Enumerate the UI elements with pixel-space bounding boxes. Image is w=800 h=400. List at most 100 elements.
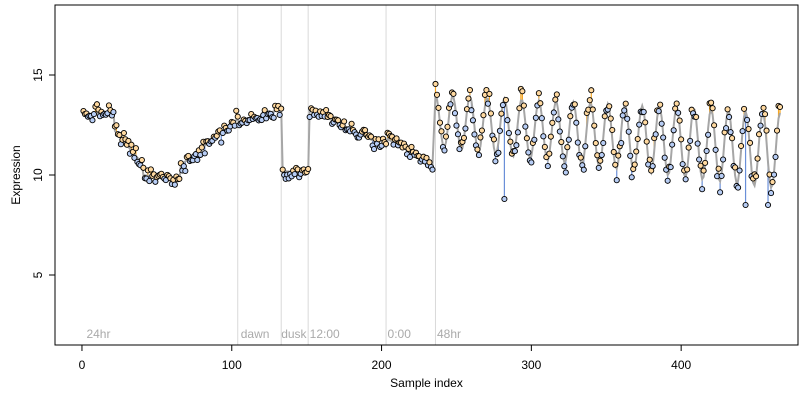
data-point-383 — [655, 108, 662, 115]
data-point-464 — [776, 103, 784, 111]
data-point-449 — [754, 155, 761, 162]
data-point-219 — [408, 143, 415, 150]
data-point-339 — [589, 106, 596, 113]
data-point-298 — [528, 159, 535, 166]
data-point-459 — [769, 178, 776, 186]
data-point-309 — [544, 163, 551, 170]
data-point-345 — [598, 151, 605, 159]
data-point-188 — [362, 127, 369, 134]
data-point-450 — [756, 131, 763, 138]
data-point-258 — [468, 107, 475, 114]
data-point-341 — [592, 140, 599, 147]
data-point-35 — [132, 145, 139, 152]
data-point-321 — [562, 169, 569, 176]
data-point-235 — [433, 91, 441, 98]
data-point-310 — [546, 150, 553, 157]
data-point-413 — [700, 167, 707, 174]
data-point-438 — [738, 142, 745, 150]
data-point-301 — [532, 114, 539, 121]
data-point-441 — [742, 201, 749, 209]
data-point-421 — [712, 146, 719, 153]
data-point-350 — [606, 103, 613, 110]
data-point-247 — [451, 110, 459, 117]
data-point-293 — [520, 102, 527, 109]
data-point-22 — [113, 122, 120, 129]
data-point-358 — [618, 139, 625, 147]
data-point-347 — [601, 113, 608, 120]
data-point-271 — [487, 110, 494, 117]
data-point-420 — [711, 122, 718, 129]
data-point-179 — [348, 120, 355, 127]
data-point-313 — [550, 109, 557, 116]
data-point-338 — [588, 87, 595, 94]
data-point-430 — [726, 113, 733, 121]
data-point-402 — [684, 166, 691, 173]
data-point-319 — [559, 153, 566, 160]
data-point-81 — [201, 150, 208, 157]
data-point-353 — [610, 148, 617, 156]
data-point-150 — [305, 165, 312, 173]
data-point-386 — [660, 134, 667, 141]
data-point-303 — [535, 90, 542, 97]
data-point-324 — [567, 113, 574, 120]
data-point-127 — [270, 114, 277, 121]
data-point-352 — [609, 126, 616, 134]
data-point-377 — [646, 156, 653, 163]
data-point-265 — [478, 127, 485, 134]
data-point-289 — [514, 129, 521, 136]
phase-label-3: 12:00 — [310, 327, 340, 341]
data-point-92 — [218, 139, 225, 146]
data-point-76 — [194, 156, 201, 164]
data-point-238 — [438, 128, 445, 135]
data-point-318 — [558, 138, 565, 146]
data-point-79 — [198, 144, 205, 151]
data-point-462 — [773, 127, 781, 134]
data-point-241 — [442, 133, 450, 140]
data-point-389 — [664, 177, 671, 184]
data-point-234 — [432, 80, 439, 88]
data-point-9 — [93, 101, 100, 108]
data-point-229 — [423, 154, 430, 161]
data-point-439 — [739, 128, 746, 135]
data-point-288 — [513, 142, 520, 149]
data-point-277 — [496, 127, 503, 134]
data-point-410 — [696, 156, 703, 163]
data-point-356 — [615, 152, 622, 159]
data-point-416 — [705, 131, 712, 138]
data-point-209 — [393, 135, 400, 142]
data-point-444 — [747, 139, 754, 146]
data-point-403 — [685, 144, 692, 151]
data-point-327 — [571, 101, 578, 108]
data-point-244 — [447, 101, 454, 108]
x-tick-label-4: 400 — [671, 358, 691, 372]
data-point-448 — [753, 173, 760, 180]
data-point-283 — [505, 130, 512, 137]
data-point-316 — [555, 116, 562, 123]
y-tick-label-1: 10 — [31, 168, 45, 182]
data-point-290 — [516, 105, 523, 112]
data-point-443 — [745, 125, 752, 133]
data-point-284 — [507, 138, 514, 145]
data-point-337 — [586, 97, 593, 104]
data-point-34 — [131, 154, 138, 161]
data-point-253 — [460, 134, 467, 141]
data-point-61 — [171, 181, 178, 188]
data-point-391 — [667, 164, 674, 171]
data-point-194 — [371, 146, 378, 153]
phase-label-1: dawn — [241, 327, 270, 341]
data-point-320 — [561, 163, 568, 170]
data-point-273 — [490, 136, 497, 143]
data-point-262 — [474, 146, 481, 153]
data-point-296 — [525, 149, 532, 156]
data-point-6 — [89, 117, 96, 124]
data-point-121 — [261, 107, 268, 114]
data-point-436 — [735, 184, 742, 191]
data-point-27 — [120, 129, 127, 137]
data-point-359 — [619, 112, 626, 119]
data-point-426 — [720, 156, 727, 163]
data-point-411 — [697, 162, 704, 169]
data-point-343 — [595, 164, 602, 171]
data-point-263 — [475, 152, 482, 159]
data-point-424 — [717, 189, 724, 196]
